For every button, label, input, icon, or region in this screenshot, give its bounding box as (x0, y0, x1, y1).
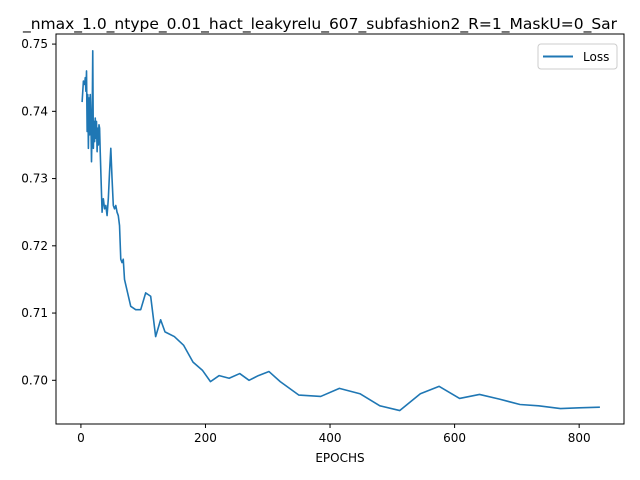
plot-area (56, 34, 624, 424)
y-tick-label: 0.72 (21, 239, 48, 253)
x-axis-label: EPOCHS (315, 451, 364, 465)
legend-label-loss: Loss (583, 50, 609, 64)
y-axis: 0.70 0.71 0.72 0.73 0.74 0.75 (21, 37, 56, 387)
x-tick-label: 200 (194, 431, 217, 445)
plot-background (56, 34, 624, 424)
x-tick-label: 800 (568, 431, 591, 445)
y-tick-label: 0.70 (21, 373, 48, 387)
y-tick-label: 0.73 (21, 172, 48, 186)
series-line-loss (81, 50, 600, 412)
x-tick-label: 600 (443, 431, 466, 445)
y-tick-label: 0.75 (21, 37, 48, 51)
series-layer (81, 50, 600, 412)
legend-box (537, 43, 618, 70)
x-tick-label: 400 (319, 431, 342, 445)
x-axis: 0 200 400 600 800 (77, 424, 591, 445)
y-tick-label: 0.71 (21, 306, 48, 320)
legend: Loss (537, 43, 618, 70)
x-tick-label: 0 (77, 431, 85, 445)
plot-frame (55, 33, 625, 425)
y-tick-label: 0.74 (21, 104, 48, 118)
chart-title: _nmax_1.0_ntype_0.01_hact_leakyrelu_607_… (22, 15, 618, 34)
